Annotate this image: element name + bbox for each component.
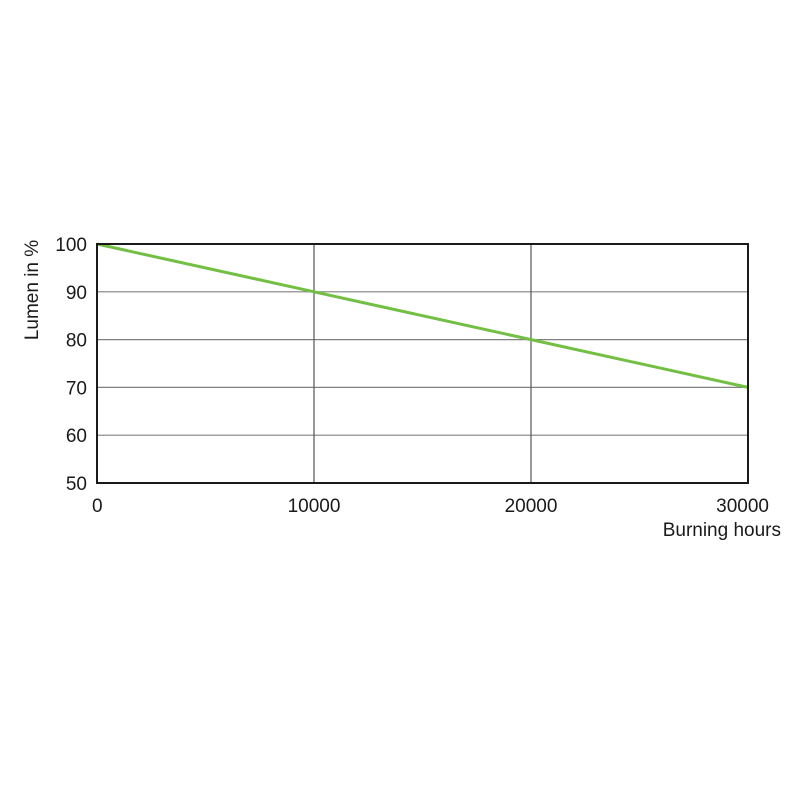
lumen-series-line bbox=[96, 242, 749, 389]
x-tick-label: 30000 bbox=[716, 496, 769, 517]
grid bbox=[96, 243, 749, 484]
x-tick-label: 20000 bbox=[505, 496, 558, 517]
x-axis-label: Burning hours bbox=[663, 520, 781, 541]
y-tick-labels: 50 60 70 80 90 100 bbox=[55, 235, 87, 495]
y-tick-label: 50 bbox=[66, 474, 87, 495]
y-tick-label: 70 bbox=[66, 378, 87, 399]
y-tick-label: 80 bbox=[66, 331, 87, 352]
y-tick-label: 100 bbox=[55, 235, 87, 256]
y-tick-label: 90 bbox=[66, 283, 87, 304]
series-layer bbox=[96, 242, 749, 389]
x-tick-label: 10000 bbox=[288, 496, 341, 517]
plot-frame bbox=[96, 243, 749, 484]
y-axis-label: Lumen in % bbox=[22, 240, 43, 340]
y-tick-label: 60 bbox=[66, 426, 87, 447]
x-tick-label: 0 bbox=[92, 496, 103, 517]
x-tick-labels: 0 10000 20000 30000 bbox=[92, 496, 769, 517]
